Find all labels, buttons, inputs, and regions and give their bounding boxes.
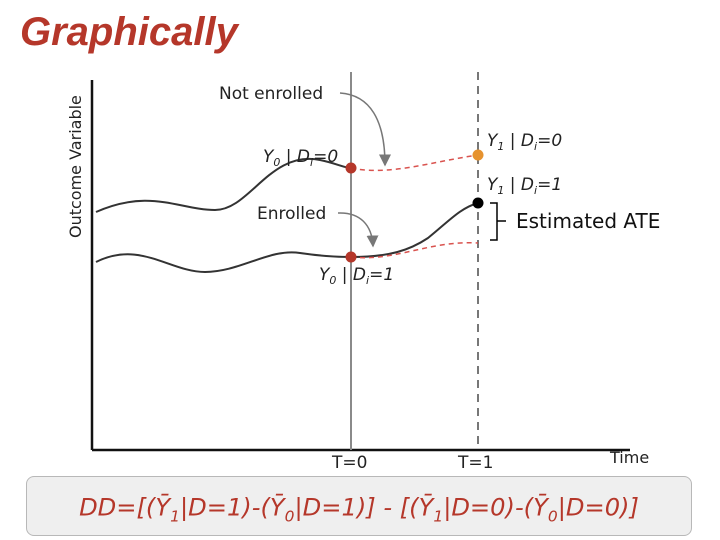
slide-title: Graphically	[20, 10, 238, 54]
not-enrolled-label: Not enrolled	[219, 84, 323, 104]
y-axis-label: Outcome Variable	[66, 95, 85, 238]
estimated-ate-label: Estimated ATE	[516, 209, 660, 233]
control-trend-dashed	[350, 154, 479, 172]
formula-segment: |D=0)-(Ȳ	[443, 493, 550, 522]
x-axis-label: Time	[609, 448, 649, 467]
ate-bracket	[490, 202, 506, 241]
point-y0-treated	[345, 251, 357, 263]
enrolled-arrow	[337, 212, 379, 248]
t0-label: T=0	[331, 453, 367, 473]
formula-segment: |D=1)] - [(Ȳ	[294, 493, 435, 522]
point-y1-treated	[472, 197, 484, 209]
label-y0-treated: Y0 | Di=1	[319, 265, 394, 287]
formula-segment: |D=0)]	[558, 494, 639, 522]
not-enrolled-arrow	[339, 92, 391, 167]
control-group-curve	[95, 157, 352, 213]
formula-box: DD=[(Ȳ1|D=1)-(Ȳ0|D=1)] - [(Ȳ1|D=0)-(Ȳ0|D…	[26, 476, 692, 536]
formula-subscript: 1	[170, 507, 180, 525]
treatment-trend-dashed	[350, 241, 479, 259]
point-y1-control	[472, 149, 484, 161]
formula-subscript: 0	[285, 507, 295, 525]
label-y1-treated: Y1 | Di=1	[487, 175, 562, 197]
enrolled-label: Enrolled	[257, 204, 326, 224]
formula-subscript: 1	[433, 507, 443, 525]
label-y1-control: Y1 | Di=0	[487, 131, 562, 153]
t1-label: T=1	[457, 453, 493, 473]
dd-formula: DD=[(Ȳ1|D=1)-(Ȳ0|D=1)] - [(Ȳ1|D=0)-(Ȳ0|D…	[79, 493, 639, 526]
formula-segment: DD=[(Ȳ	[79, 493, 172, 522]
formula-segment: |D=1)-(Ȳ	[180, 493, 287, 522]
dd-formula-text: DD=[(Ȳ1|D=1)-(Ȳ0|D=1)] - [(Ȳ1|D=0)-(Ȳ0|D…	[79, 493, 639, 526]
label-y0-control: Y0 | Di=0	[263, 147, 338, 169]
point-y0-control	[345, 162, 357, 174]
treatment-group-curve	[95, 202, 479, 274]
formula-subscript: 0	[548, 507, 558, 525]
